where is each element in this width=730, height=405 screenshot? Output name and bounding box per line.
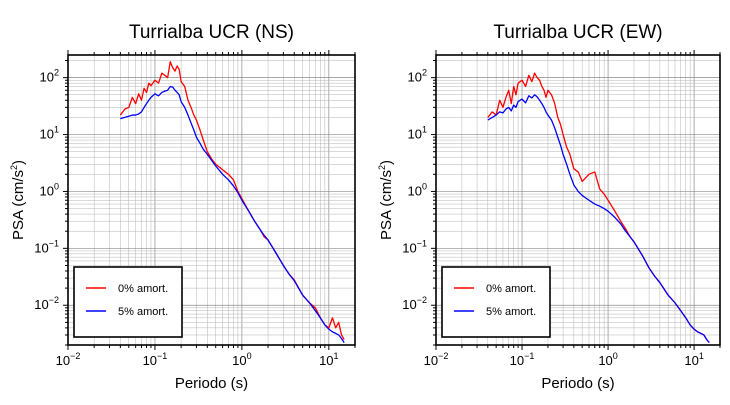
y-tick-label: 100 bbox=[408, 181, 427, 198]
y-axis-label: PSA (cm/s2) bbox=[377, 160, 395, 240]
x-tick-label: 10−2 bbox=[424, 351, 449, 368]
y-tick-label: 10−1 bbox=[34, 238, 59, 255]
x-tick-label: 101 bbox=[319, 351, 338, 368]
y-tick-label: 102 bbox=[408, 68, 427, 85]
legend-box bbox=[441, 266, 551, 338]
y-tick-label: 101 bbox=[408, 125, 427, 142]
series-line-damped bbox=[120, 85, 345, 343]
x-tick-label: 10−1 bbox=[143, 351, 168, 368]
legend-box bbox=[73, 266, 183, 338]
series-line-damped bbox=[487, 94, 710, 344]
x-tick-label: 10−2 bbox=[56, 351, 81, 368]
x-axis-label: Periodo (s) bbox=[541, 375, 614, 392]
chart-panel-1: 10−2 10−1 100 101 10−2 10−1 100 101 102 Turrialba… bbox=[9, 22, 356, 392]
x-tick-label: 101 bbox=[684, 351, 703, 368]
y-tick-label: 10−2 bbox=[34, 295, 59, 312]
x-tick-label: 100 bbox=[232, 351, 251, 368]
y-tick-label: 10−2 bbox=[402, 295, 427, 312]
chart-title: Turrialba UCR (EW) bbox=[493, 22, 662, 43]
y-tick-label: 10−1 bbox=[402, 238, 427, 255]
y-tick-label: 100 bbox=[40, 181, 59, 198]
y-tick-label: 101 bbox=[40, 125, 59, 142]
legend: 0% amort. 5% amort. bbox=[73, 266, 183, 338]
series-group bbox=[487, 72, 710, 344]
chart-title: Turrialba UCR (NS) bbox=[129, 22, 294, 43]
legend-label: 5% amort. bbox=[486, 306, 536, 318]
series-group bbox=[119, 61, 345, 343]
chart-panel-2: 10−2 10−1 100 101 10−2 10−1 100 101 102 Turrialba… bbox=[377, 22, 721, 392]
y-axis-label: PSA (cm/s2) bbox=[9, 160, 27, 240]
y-tick-label: 102 bbox=[40, 68, 59, 85]
legend-label: 0% amort. bbox=[118, 283, 168, 295]
legend-label: 5% amort. bbox=[118, 306, 168, 318]
legend-label: 0% amort. bbox=[486, 283, 536, 295]
x-axis-label: Periodo (s) bbox=[175, 375, 248, 392]
x-tick-label: 100 bbox=[598, 351, 617, 368]
x-tick-label: 10−1 bbox=[510, 351, 535, 368]
legend: 0% amort. 5% amort. bbox=[441, 266, 551, 338]
